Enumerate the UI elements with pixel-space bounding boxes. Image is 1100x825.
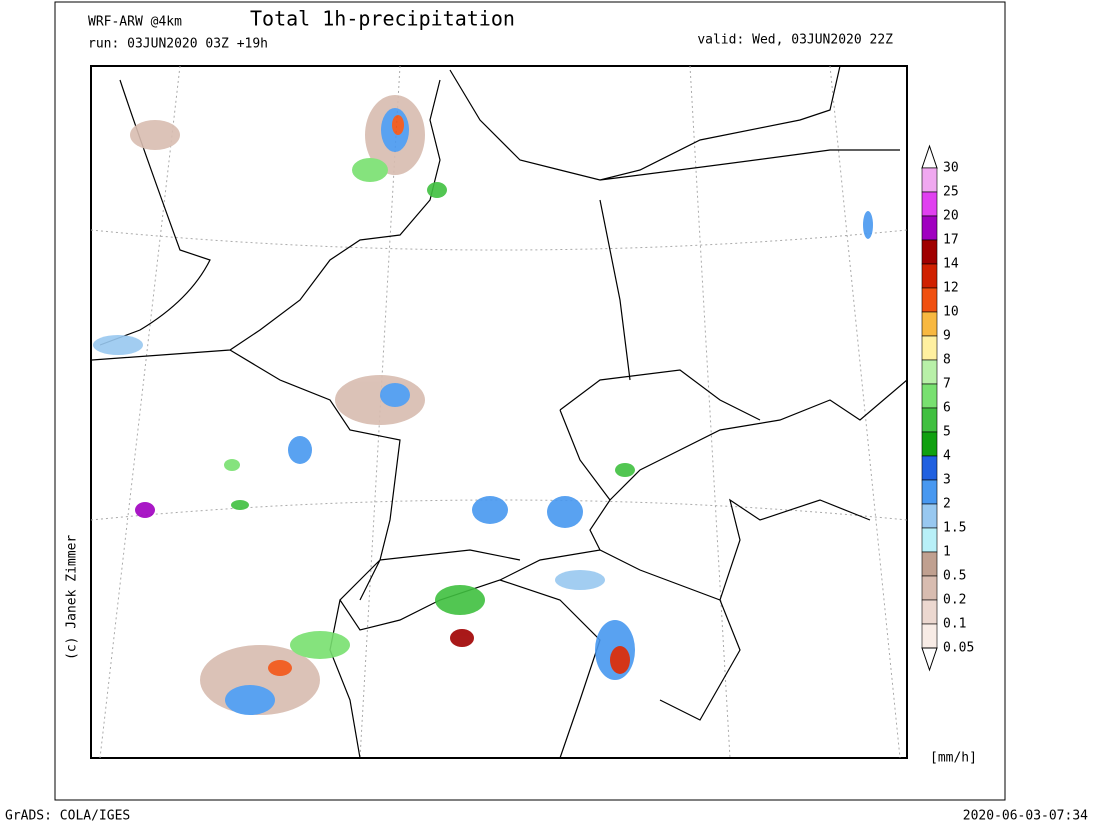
colorbar-swatch bbox=[921, 335, 938, 361]
colorbar-label: 1.5 bbox=[943, 521, 966, 536]
colorbar-swatch bbox=[921, 383, 938, 409]
precipitation bbox=[93, 95, 873, 715]
coastline bbox=[91, 65, 900, 361]
colorbar-label: 1 bbox=[943, 545, 951, 560]
colorbar-swatch bbox=[921, 527, 938, 553]
colorbar-label: 8 bbox=[943, 353, 951, 368]
map bbox=[90, 65, 908, 759]
footer-right: 2020-06-03-07:34 bbox=[963, 809, 1088, 824]
colorbar-swatch bbox=[921, 191, 938, 217]
colorbar-label: 20 bbox=[943, 209, 959, 224]
colorbar-label: 17 bbox=[943, 233, 959, 248]
colorbar-swatch bbox=[921, 215, 938, 241]
colorbar-top-arrow bbox=[921, 144, 938, 169]
valid-label: valid: Wed, 03JUN2020 22Z bbox=[697, 33, 893, 48]
footer-left: GrADS: COLA/IGES bbox=[5, 809, 130, 824]
colorbar-swatch bbox=[921, 503, 938, 529]
colorbar-label: 14 bbox=[943, 257, 959, 272]
colorbar-label: 7 bbox=[943, 377, 951, 392]
colorbar-label: 5 bbox=[943, 425, 951, 440]
colorbar-swatch bbox=[921, 575, 938, 601]
colorbar-swatch bbox=[921, 239, 938, 265]
colorbar-label: 0.5 bbox=[943, 569, 966, 584]
colorbar-label: 2 bbox=[943, 497, 951, 512]
colorbar-swatch bbox=[921, 359, 938, 385]
colorbar-label: 30 bbox=[943, 161, 959, 176]
colorbar-swatch bbox=[921, 599, 938, 625]
model-label: WRF-ARW @4km bbox=[88, 15, 182, 30]
colorbar-swatch bbox=[921, 287, 938, 313]
colorbar-label: 0.1 bbox=[943, 617, 966, 632]
colorbar-label: 4 bbox=[943, 449, 951, 464]
colorbar-swatch bbox=[921, 407, 938, 433]
frame bbox=[54, 1, 1006, 801]
colorbar-swatch bbox=[921, 551, 938, 577]
colorbar-swatch bbox=[921, 455, 938, 481]
colorbar-swatch bbox=[921, 623, 938, 649]
colorbar: 30 25 20 17 14 12 10 9 8 7 6 5 4 3 2 1.5 1 0.5 0.2 0.1 0.05 bbox=[921, 144, 974, 672]
title: Total 1h-precipitation bbox=[250, 7, 515, 31]
colorbar-label: 25 bbox=[943, 185, 959, 200]
colorbar-label: 3 bbox=[943, 473, 951, 488]
colorbar-swatch bbox=[921, 311, 938, 337]
colorbar-bottom-arrow bbox=[921, 647, 938, 672]
colorbar-label: 9 bbox=[943, 329, 951, 344]
map-box bbox=[90, 65, 908, 759]
colorbar-label: 0.05 bbox=[943, 641, 974, 656]
unit-label: [mm/h] bbox=[930, 751, 977, 766]
colorbar-swatch bbox=[921, 479, 938, 505]
run-label: run: 03JUN2020 03Z +19h bbox=[88, 37, 268, 52]
colorbar-swatch bbox=[921, 263, 938, 289]
colorbar-swatch bbox=[921, 431, 938, 457]
colorbar-label: 12 bbox=[943, 281, 959, 296]
colorbar-label: 10 bbox=[943, 305, 959, 320]
colorbar-swatch bbox=[921, 167, 938, 193]
colorbar-label: 0.2 bbox=[943, 593, 966, 608]
colorbar-label: 6 bbox=[943, 401, 951, 416]
credit: (c) Janek Zimmer bbox=[65, 535, 80, 660]
